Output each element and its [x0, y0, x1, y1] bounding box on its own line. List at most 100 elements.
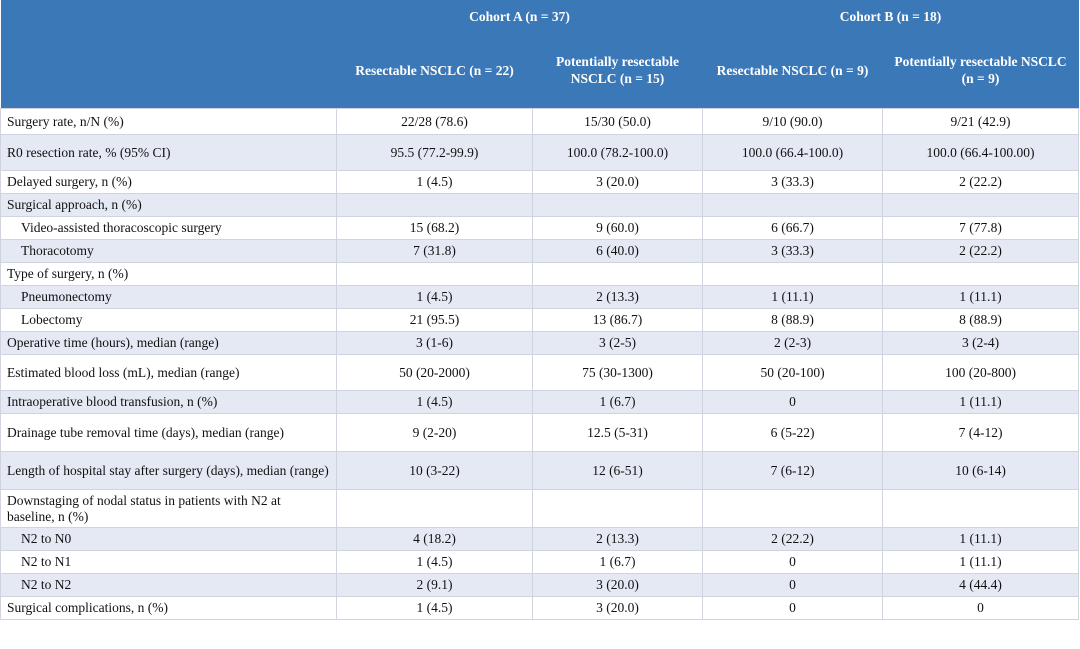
empty-cell — [531, 262, 704, 286]
cell-value: 10 (6-14) — [882, 451, 1080, 490]
row-label: Surgical approach, n (%) — [0, 193, 337, 217]
row-label: Thoracotomy — [0, 239, 337, 263]
cell-value: 1 (11.1) — [882, 390, 1080, 414]
table-row: Surgical approach, n (%) — [0, 193, 1080, 217]
cell-value: 100.0 (78.2-100.0) — [531, 134, 704, 171]
cell-value: 8 (88.9) — [882, 308, 1080, 332]
cell-value: 0 — [702, 550, 884, 574]
row-label: N2 to N1 — [0, 550, 337, 574]
empty-cell — [702, 193, 884, 217]
cell-value: 75 (30-1300) — [531, 354, 704, 391]
row-label: Type of surgery, n (%) — [0, 262, 337, 286]
cell-value: 9/10 (90.0) — [702, 108, 884, 135]
row-label: N2 to N0 — [0, 527, 337, 551]
table-row: Pneumonectomy 1 (4.5) 2 (13.3) 1 (11.1) 1 (1… — [0, 285, 1080, 309]
cell-value: 1 (11.1) — [882, 550, 1080, 574]
cell-value: 1 (11.1) — [882, 527, 1080, 551]
cell-value: 1 (4.5) — [336, 285, 533, 309]
row-label: Lobectomy — [0, 308, 337, 332]
cell-value: 3 (20.0) — [531, 573, 704, 597]
table-row: Video-assisted thoracoscopic surgery 15 (… — [0, 216, 1080, 240]
row-label: Drainage tube removal time (days), media… — [0, 413, 337, 452]
cell-value: 1 (6.7) — [531, 550, 704, 574]
table-row: Drainage tube removal time (days), media… — [0, 413, 1080, 452]
cohort-header: Cohort A (n = 37) — [336, 0, 703, 32]
results-table: Cohort A (n = 37) Cohort B (n = 18) Rese… — [0, 0, 1080, 620]
cell-value: 10 (3-22) — [336, 451, 533, 490]
table-row: N2 to N2 2 (9.1) 3 (20.0) 0 4 (44.4) — [0, 573, 1080, 597]
row-label: Pneumonectomy — [0, 285, 337, 309]
cell-value: 1 (4.5) — [336, 390, 533, 414]
cell-value: 100 (20-800) — [882, 354, 1080, 391]
cell-value: 15 (68.2) — [336, 216, 533, 240]
row-label: Surgical complications, n (%) — [0, 596, 337, 620]
empty-cell — [531, 193, 704, 217]
table-row: Operative time (hours), median (range) 3 … — [0, 331, 1080, 355]
column-header: Resectable NSCLC (n = 9) — [702, 32, 883, 109]
cell-value: 6 (40.0) — [531, 239, 704, 263]
cell-value: 0 — [702, 573, 884, 597]
cell-value: 3 (33.3) — [702, 239, 884, 263]
row-label: Intraoperative blood transfusion, n (%) — [0, 390, 337, 414]
cell-value: 13 (86.7) — [531, 308, 704, 332]
row-label: Estimated blood loss (mL), median (range… — [0, 354, 337, 391]
cell-value: 1 (4.5) — [336, 550, 533, 574]
cell-value: 3 (20.0) — [531, 170, 704, 194]
cell-value: 4 (44.4) — [882, 573, 1080, 597]
cell-value: 3 (1-6) — [336, 331, 533, 355]
cell-value: 2 (13.3) — [531, 285, 704, 309]
table-row: Downstaging of nodal status in patients … — [0, 489, 1080, 528]
cell-value: 12.5 (5-31) — [531, 413, 704, 452]
table-row: N2 to N1 1 (4.5) 1 (6.7) 0 1 (11.1) — [0, 550, 1080, 574]
cell-value: 9/21 (42.9) — [882, 108, 1080, 135]
table-row: Lobectomy 21 (95.5) 13 (86.7) 8 (88.9) 8 (88… — [0, 308, 1080, 332]
column-header: Potentially resectable NSCLC (n = 15) — [532, 32, 703, 109]
column-header: Potentially resectable NSCLC (n = 9) — [882, 32, 1079, 109]
empty-cell — [882, 262, 1080, 286]
cell-value: 1 (4.5) — [336, 596, 533, 620]
cell-value: 7 (4-12) — [882, 413, 1080, 452]
cell-value: 0 — [882, 596, 1080, 620]
cell-value: 15/30 (50.0) — [531, 108, 704, 135]
table-row: Surgery rate, n/N (%) 22/28 (78.6) 15/30 (… — [0, 108, 1080, 135]
table-row: R0 resection rate, % (95% CI) 95.5 (77.2-… — [0, 134, 1080, 171]
header-blank — [0, 32, 337, 109]
cell-value: 6 (66.7) — [702, 216, 884, 240]
cell-value: 2 (22.2) — [702, 527, 884, 551]
cell-value: 3 (20.0) — [531, 596, 704, 620]
cell-value: 50 (20-100) — [702, 354, 884, 391]
row-label: Operative time (hours), median (range) — [0, 331, 337, 355]
empty-cell — [882, 489, 1080, 528]
table-row: Type of surgery, n (%) — [0, 262, 1080, 286]
cell-value: 3 (33.3) — [702, 170, 884, 194]
cell-value: 50 (20-2000) — [336, 354, 533, 391]
cell-value: 7 (6-12) — [702, 451, 884, 490]
row-label: Surgery rate, n/N (%) — [0, 108, 337, 135]
empty-cell — [531, 489, 704, 528]
cell-value: 9 (2-20) — [336, 413, 533, 452]
table-row: Intraoperative blood transfusion, n (%) 1… — [0, 390, 1080, 414]
table-row: Delayed surgery, n (%) 1 (4.5) 3 (20.0) 3 (… — [0, 170, 1080, 194]
empty-cell — [702, 262, 884, 286]
column-header: Resectable NSCLC (n = 22) — [336, 32, 533, 109]
row-label: Downstaging of nodal status in patients … — [0, 489, 337, 528]
cell-value: 7 (31.8) — [336, 239, 533, 263]
table-row: Length of hospital stay after surgery (d… — [0, 451, 1080, 490]
cell-value: 9 (60.0) — [531, 216, 704, 240]
cell-value: 1 (4.5) — [336, 170, 533, 194]
header-blank — [0, 0, 337, 32]
cell-value: 2 (2-3) — [702, 331, 884, 355]
cell-value: 21 (95.5) — [336, 308, 533, 332]
row-label: N2 to N2 — [0, 573, 337, 597]
cell-value: 0 — [702, 596, 884, 620]
table-row: Surgical complications, n (%) 1 (4.5) 3 (2… — [0, 596, 1080, 620]
empty-cell — [882, 193, 1080, 217]
table-row: Estimated blood loss (mL), median (range… — [0, 354, 1080, 391]
cell-value: 2 (9.1) — [336, 573, 533, 597]
empty-cell — [702, 489, 884, 528]
cell-value: 95.5 (77.2-99.9) — [336, 134, 533, 171]
row-label: Delayed surgery, n (%) — [0, 170, 337, 194]
cell-value: 100.0 (66.4-100.0) — [702, 134, 884, 171]
row-label: R0 resection rate, % (95% CI) — [0, 134, 337, 171]
cell-value: 100.0 (66.4-100.00) — [882, 134, 1080, 171]
